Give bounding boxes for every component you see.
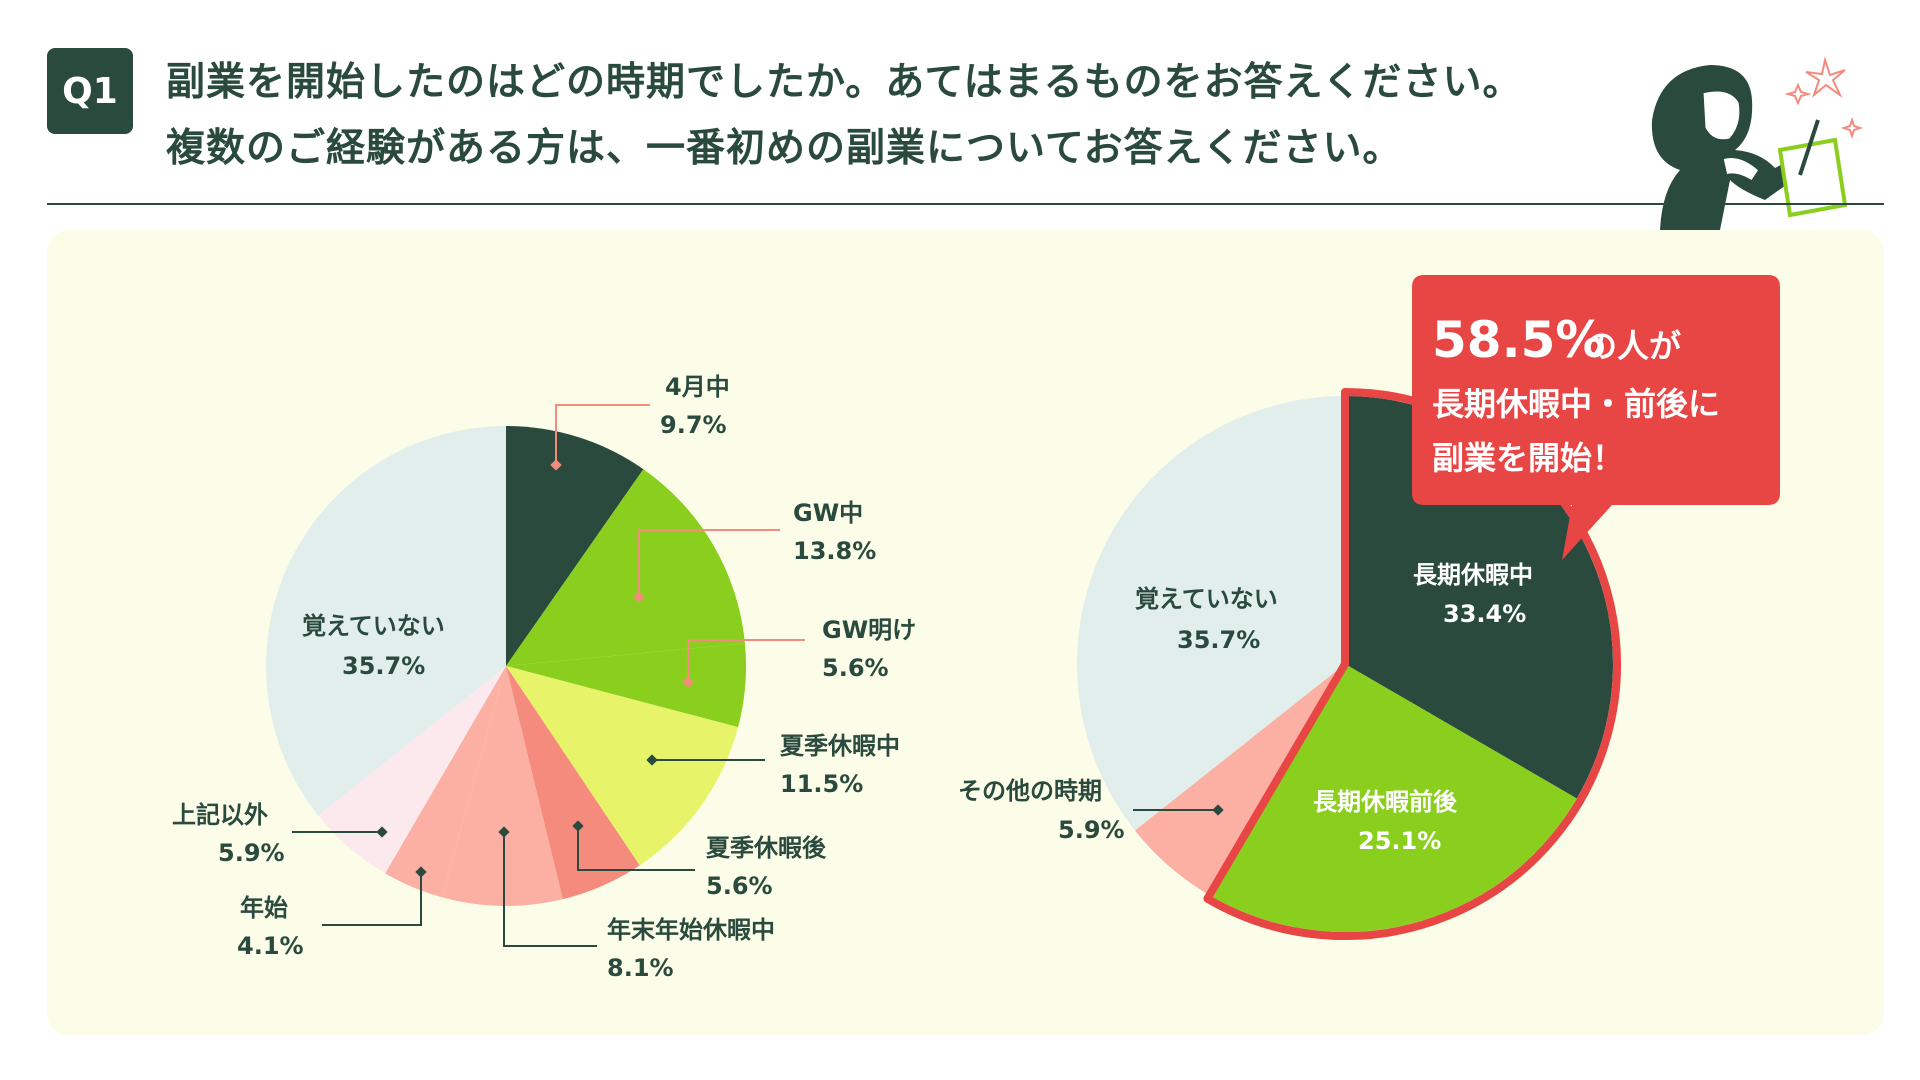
pie-1-leader-lines [292,404,805,947]
value-after-summer: 5.6% [706,872,773,900]
value-gw: 13.8% [793,537,876,565]
label-dont-remember-2: 覚えていない [1135,585,1278,613]
value-long-holiday: 33.4% [1443,600,1526,628]
leader-april-line [555,404,650,465]
label-new-year-holiday: 年末年始休暇中 [607,916,775,944]
leader-after-gw-line [687,639,805,682]
leader-gw-line [638,529,780,597]
leader-after-gw-dot [682,676,694,688]
pie1-slice-3 [506,666,739,866]
label-around-long-holiday: 長期休暇前後 [1313,788,1458,816]
value-summer: 11.5% [780,770,863,798]
leader-other-dot [376,826,388,838]
pie-chart-2 [1077,388,1621,940]
question-line-2: 複数のご経験がある方は、一番初めの副業についてお答えください。 [166,126,1403,171]
value-dont-remember: 35.7% [342,652,425,680]
value-new-year: 4.1% [237,932,304,960]
label-summer: 夏季休暇中 [780,732,900,760]
pie1-slice-8 [266,426,506,816]
pie2-slice-2 [1134,664,1345,896]
label-other-period: その他の時期 [958,777,1102,805]
pie-2-leader-lines [1133,804,1224,816]
value-around-long-holiday: 25.1% [1358,827,1441,855]
label-gw: GW中 [793,499,863,527]
pie-chart-1 [266,426,746,906]
pie1-slice-7 [318,666,506,874]
pie1-slice-6 [385,666,506,898]
question-number-badge: Q1 [47,48,133,134]
label-other: 上記以外 [172,801,268,829]
leader-new-year-dot [415,866,427,878]
value-other: 5.9% [218,839,285,867]
callout-line-3: 副業を開始！ [1432,439,1624,477]
value-dont-remember-2: 35.7% [1177,626,1260,654]
leader-summer-dot [646,754,658,766]
woman-writing-illustration [1651,56,1864,230]
label-after-summer: 夏季休暇後 [706,834,827,862]
question-line-1: 副業を開始したのはどの時期でしたか。あてはまるものをお答えください。 [166,60,1523,105]
leader-other-period-dot [1212,804,1224,816]
pie1-slice-1 [506,469,745,666]
leader-new-year-holiday-dot [498,826,510,838]
pie1-slice-4 [506,666,640,900]
header-divider [47,203,1884,205]
callout-line-2: 長期休暇中・前後に [1432,385,1720,423]
label-long-holiday: 長期休暇中 [1413,561,1533,589]
callout-line-1: の人が [1585,327,1681,365]
label-new-year: 年始 [240,894,288,922]
label-after-gw: GW明け [822,616,916,644]
pie2-slice-3 [1077,396,1345,831]
label-dont-remember: 覚えていない [302,612,445,640]
value-after-gw: 5.6% [822,654,889,682]
pie1-slice-0 [506,426,644,666]
leader-april-dot [550,459,562,471]
leader-after-summer-line [577,826,695,871]
leader-new-year-line [322,872,422,926]
callout-bubble: 58.5% の人が 長期休暇中・前後に 副業を開始！ [1412,275,1780,560]
callout-percentage: 58.5% [1432,311,1605,369]
label-april: 4月中 [665,373,730,401]
value-new-year-holiday: 8.1% [607,954,674,982]
value-april: 9.7% [660,411,727,439]
leader-new-year-holiday-line [503,832,597,947]
leader-gw-dot [633,591,645,603]
pie1-slice-2 [506,643,746,728]
pie2-slice-1 [1209,664,1577,933]
value-other-period: 5.9% [1058,816,1125,844]
leader-after-summer-dot [572,820,584,832]
question-title: 副業を開始したのはどの時期でしたか。あてはまるものをお答えください。 複数のご経… [166,50,1523,182]
pie1-slice-5 [441,666,563,906]
